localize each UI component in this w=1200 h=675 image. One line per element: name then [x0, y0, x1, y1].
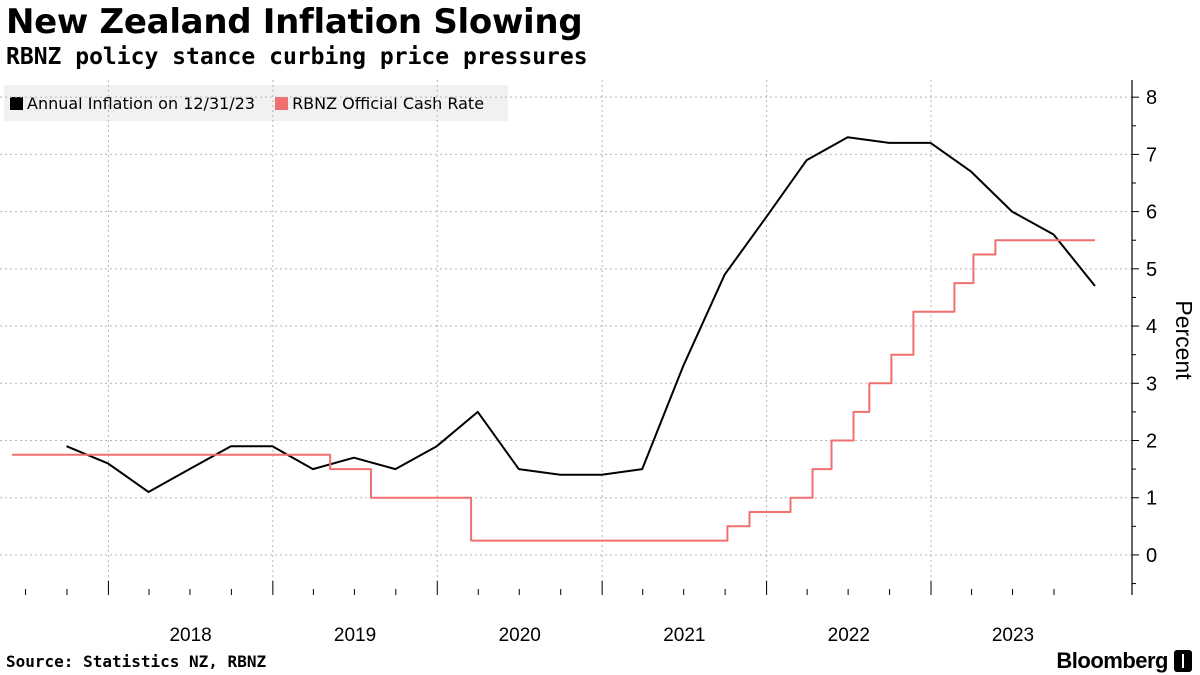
y-tick-label: 1: [1146, 488, 1157, 510]
bloomberg-terminal-icon: [1174, 650, 1192, 672]
y-tick-label: 3: [1146, 373, 1157, 395]
y-tick-label: 6: [1146, 202, 1157, 224]
x-tick-label: 2020: [499, 625, 541, 646]
x-axis: 2018 2019 2020 2021 2022 2023: [25, 581, 1055, 646]
y-tick-label: 4: [1146, 316, 1157, 338]
y-axis: 0 1 2 3 4 5 6 7 8: [1131, 80, 1157, 595]
legend-label-inflation: Annual Inflation on 12/31/23: [27, 93, 256, 113]
series-line-inflation: [66, 136, 1096, 493]
legend-item-inflation: Annual Inflation on 12/31/23: [10, 94, 255, 113]
chart-legend: Annual Inflation on 12/31/23 RBNZ Offici…: [4, 85, 508, 121]
y-tick-label: 5: [1146, 259, 1157, 281]
legend-swatch-inflation: [10, 96, 23, 110]
legend-label-cash-rate: RBNZ Official Cash Rate: [292, 93, 485, 113]
y-tick-label: 8: [1146, 87, 1157, 109]
legend-item-cash-rate: RBNZ Official Cash Rate: [275, 94, 484, 113]
x-tick-label: 2019: [334, 625, 376, 646]
chart-title: New Zealand Inflation Slowing: [6, 2, 583, 42]
y-tick-label: 0: [1146, 545, 1157, 567]
series-lines: [12, 136, 1096, 542]
legend-swatch-cash-rate: [275, 96, 289, 110]
series-line-cash-rate: [12, 239, 1095, 542]
x-tick-label: 2018: [169, 625, 211, 646]
y-axis-title: Percent: [1171, 300, 1197, 380]
source-note: Source: Statistics NZ, RBNZ: [6, 652, 267, 671]
y-tick-label: 2: [1146, 431, 1157, 453]
x-tick-label: 2023: [992, 625, 1034, 646]
x-tick-label: 2022: [828, 625, 870, 646]
gridlines: [0, 80, 1132, 595]
chart-subtitle: RBNZ policy stance curbing price pressur…: [6, 44, 588, 70]
y-tick-label: 7: [1146, 144, 1157, 166]
bloomberg-logo: Bloomberg: [1056, 648, 1168, 673]
x-tick-label: 2021: [663, 625, 705, 646]
